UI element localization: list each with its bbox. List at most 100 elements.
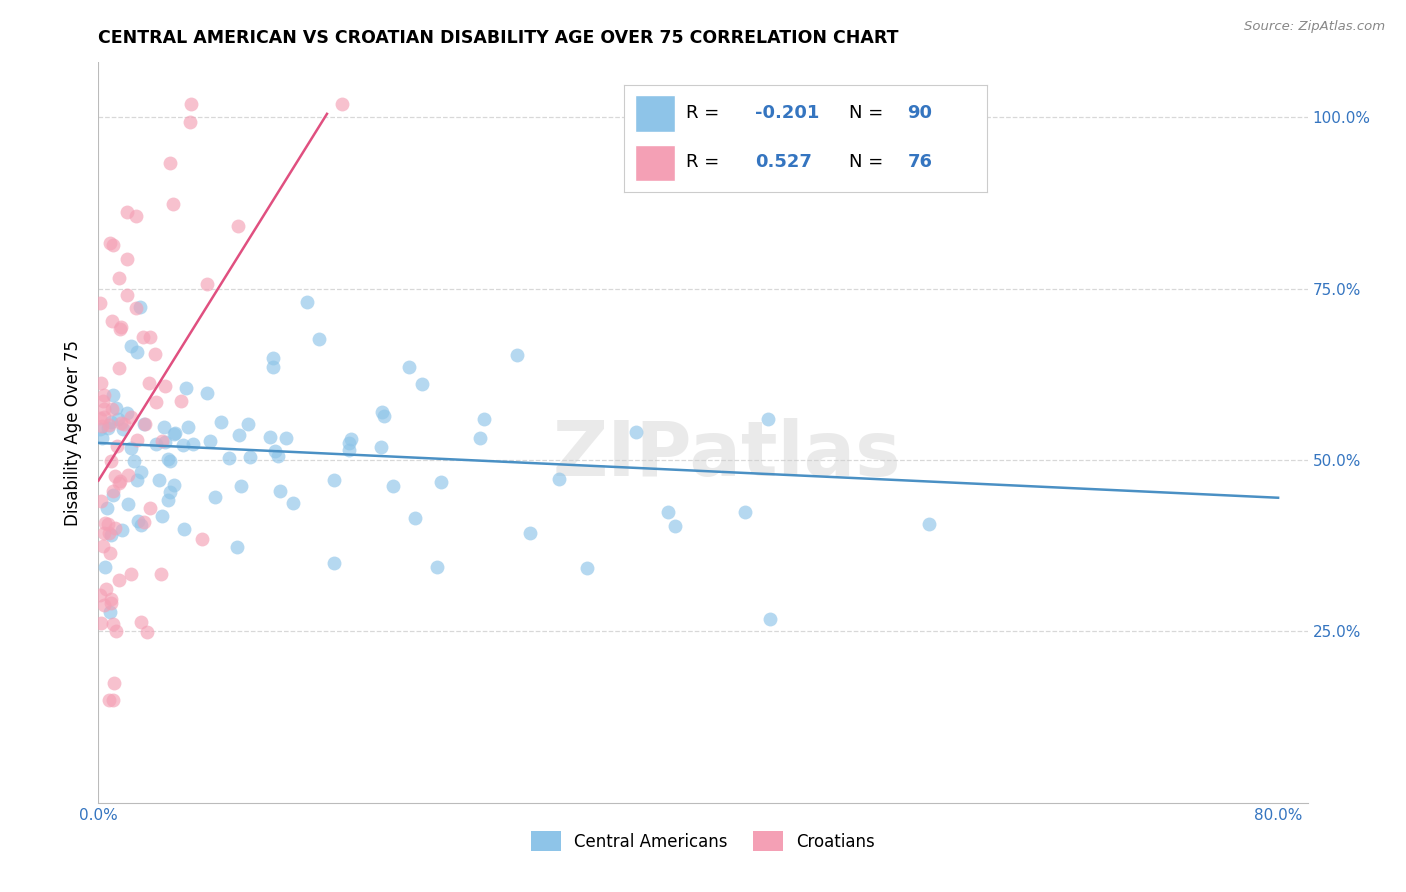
Point	[129, 465, 152, 479]
Point	[98, 235, 121, 250]
Point	[105, 438, 128, 452]
Point	[94, 516, 117, 531]
Text: Source: ZipAtlas.com: Source: ZipAtlas.com	[1244, 20, 1385, 33]
Point	[163, 478, 186, 492]
Point	[101, 617, 124, 632]
Point	[107, 412, 129, 426]
Point	[149, 567, 172, 582]
Point	[209, 415, 232, 429]
Point	[108, 322, 131, 336]
Point	[117, 468, 139, 483]
Point	[657, 505, 679, 519]
Point	[262, 359, 284, 374]
Point	[153, 420, 176, 434]
Y-axis label: Disability Age Over 75: Disability Age Over 75	[65, 340, 83, 525]
Point	[138, 501, 160, 516]
Point	[624, 425, 647, 439]
Point	[93, 388, 115, 402]
Point	[163, 427, 186, 442]
Point	[100, 592, 122, 607]
Point	[340, 432, 363, 446]
Point	[120, 442, 142, 456]
Point	[93, 526, 115, 541]
Point	[94, 559, 117, 574]
Point	[156, 493, 179, 508]
Point	[195, 277, 218, 291]
Point	[96, 420, 118, 434]
Point	[120, 339, 142, 353]
Point	[259, 430, 281, 444]
Point	[111, 523, 134, 537]
Point	[269, 483, 291, 498]
Point	[112, 422, 135, 436]
Point	[98, 605, 121, 619]
Point	[162, 196, 184, 211]
Point	[295, 294, 318, 309]
Point	[108, 474, 131, 488]
Point	[150, 508, 173, 523]
Point	[263, 443, 285, 458]
Point	[180, 96, 202, 111]
Point	[125, 301, 148, 315]
Point	[398, 360, 420, 375]
Point	[127, 473, 149, 487]
Point	[179, 115, 201, 129]
Point	[105, 401, 128, 415]
Point	[177, 420, 200, 434]
Point	[756, 412, 779, 426]
Point	[97, 517, 120, 532]
Point	[238, 417, 260, 432]
Point	[225, 540, 247, 554]
Point	[430, 475, 453, 490]
Point	[115, 406, 138, 420]
Point	[125, 345, 148, 359]
Point	[105, 624, 128, 638]
Point	[93, 401, 115, 416]
Point	[370, 441, 392, 455]
Point	[125, 434, 148, 448]
Point	[101, 693, 124, 707]
Point	[90, 419, 112, 434]
Point	[108, 360, 131, 375]
Point	[165, 426, 187, 441]
Point	[150, 434, 173, 449]
Point	[89, 411, 111, 425]
Point	[93, 410, 115, 425]
Point	[472, 412, 495, 426]
Point	[122, 454, 145, 468]
Point	[132, 330, 155, 344]
Point	[734, 505, 756, 519]
Point	[262, 351, 284, 366]
Point	[173, 522, 195, 536]
Point	[547, 471, 569, 485]
Point	[229, 479, 252, 493]
Point	[129, 300, 152, 314]
Point	[468, 431, 491, 445]
Point	[101, 484, 124, 499]
Point	[127, 514, 149, 528]
Point	[191, 532, 214, 546]
Point	[114, 417, 136, 431]
Point	[382, 479, 405, 493]
Point	[98, 546, 121, 560]
Point	[198, 434, 221, 448]
Point	[103, 488, 125, 502]
Point	[101, 314, 124, 328]
Point	[157, 452, 180, 467]
Point	[337, 442, 360, 457]
Point	[100, 528, 122, 542]
Point	[129, 518, 152, 533]
Point	[100, 416, 122, 430]
Point	[918, 517, 941, 532]
Point	[159, 454, 181, 468]
Point	[153, 435, 176, 450]
Point	[93, 599, 115, 613]
Point	[103, 237, 125, 252]
Point	[94, 582, 117, 596]
Point	[91, 539, 114, 553]
Point	[759, 612, 782, 626]
Point	[97, 526, 120, 541]
Point	[89, 422, 111, 436]
Point	[139, 330, 162, 344]
Point	[373, 409, 395, 424]
